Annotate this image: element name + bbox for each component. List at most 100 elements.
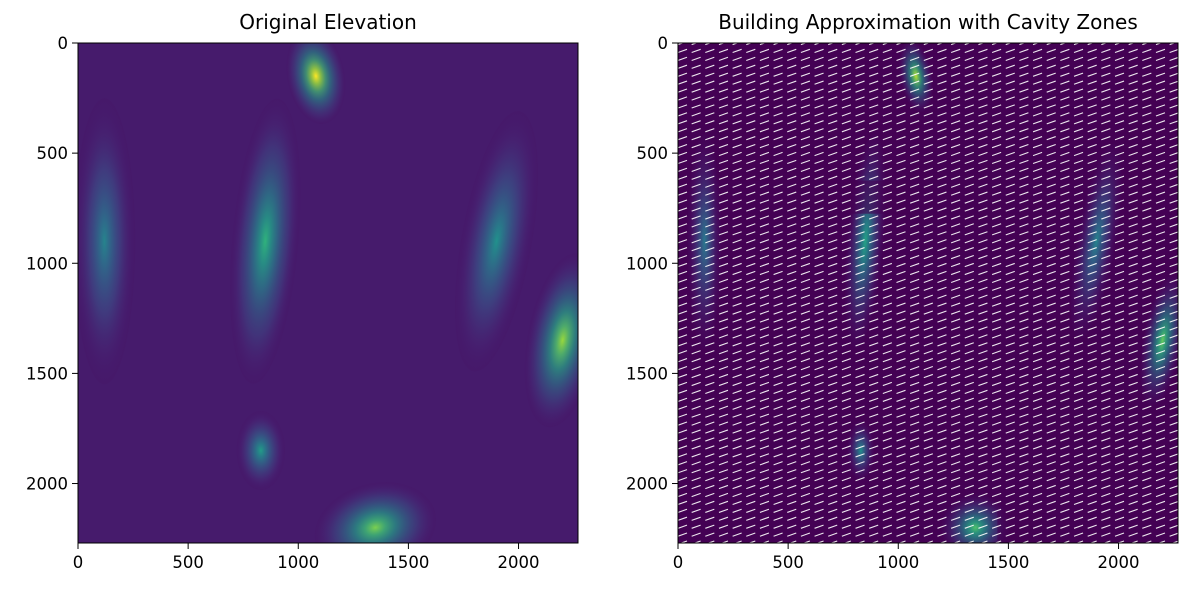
quiver-arrow [882,136,893,141]
quiver-arrow [1073,302,1084,307]
quiver-arrow [1169,183,1178,188]
quiver-arrow [800,183,811,188]
quiver-arrow [978,484,988,490]
quiver-arrow [1060,358,1070,363]
quiver-arrow [828,128,838,133]
quiver-arrow [828,421,838,426]
quiver-arrow [937,207,947,212]
quiver-arrow [1032,342,1043,347]
quiver-arrow [869,136,879,141]
quiver-arrow [1114,120,1125,125]
quiver-arrow [773,532,783,537]
quiver-arrow [1128,43,1135,46]
quiver-arrow [991,484,1002,490]
quiver-arrow [814,199,824,204]
quiver-arrow [950,223,961,228]
quiver-arrow [814,445,824,450]
quiver-arrow [1128,231,1138,236]
quiver-arrow [855,500,865,506]
quiver-arrow [978,500,988,506]
quiver-arrow [882,492,893,498]
quiver-arrow [1142,334,1152,339]
quiver-arrow [991,524,1002,529]
quiver-arrow [1169,437,1178,442]
quiver-arrow [787,96,797,101]
quiver-arrow [678,128,688,133]
quiver-arrow [1114,334,1125,339]
quiver-arrow [773,318,783,323]
quiver-arrow [732,310,742,315]
quiver-arrow [1032,397,1043,402]
quiver-arrow [759,270,770,276]
left-ytick-label: 1500 [26,364,68,383]
quiver-arrow [814,429,824,434]
quiver-arrow [691,421,701,426]
quiver-arrow [964,72,974,77]
quiver-arrow [1142,302,1152,307]
quiver-arrow [964,294,974,299]
quiver-arrow [1073,151,1084,157]
quiver-arrow [1142,381,1152,387]
quiver-arrow [896,373,906,379]
quiver-arrow [869,199,879,204]
quiver-arrow [1114,484,1125,490]
quiver-arrow [800,88,811,93]
quiver-arrow [678,381,688,387]
quiver-arrow [869,492,879,498]
quiver-arrow [923,508,933,513]
quiver-arrow [950,43,958,46]
quiver-arrow [1155,262,1166,268]
quiver-arrow [678,334,688,339]
quiver-arrow [1019,405,1029,410]
quiver-arrow [855,286,865,291]
quiver-arrow [1169,191,1178,196]
quiver-arrow [841,88,852,93]
quiver-arrow [759,318,770,323]
quiver-arrow [869,207,879,212]
quiver-arrow [896,72,906,77]
quiver-arrow [1155,159,1166,165]
quiver-arrow [1032,365,1043,371]
quiver-arrow [991,143,1002,149]
quiver-arrow [691,143,701,149]
quiver-arrow [909,120,920,125]
quiver-arrow [746,492,756,498]
quiver-arrow [773,191,783,196]
quiver-arrow [1142,342,1152,347]
quiver-arrow [732,215,742,220]
quiver-arrow [1073,453,1084,458]
quiver-arrow [691,167,701,172]
quiver-arrow [1060,421,1070,426]
quiver-arrow [1073,397,1084,402]
quiver-arrow [978,429,988,434]
quiver-arrow [855,310,865,315]
quiver-arrow [746,294,756,299]
quiver-arrow [1073,342,1084,347]
quiver-arrow [855,469,865,474]
quiver-arrow [678,310,688,315]
quiver-arrow [828,445,838,450]
quiver-arrow [991,405,1002,410]
quiver-arrow [705,239,715,244]
quiver-arrow [691,453,701,458]
quiver-arrow [787,167,797,172]
quiver-arrow [1169,88,1178,93]
quiver-arrow [1073,429,1084,434]
quiver-arrow [869,421,879,426]
quiver-arrow [855,96,865,101]
quiver-arrow [691,342,701,347]
quiver-arrow [896,421,906,426]
quiver-arrow [909,43,917,46]
quiver-arrow [718,469,729,474]
quiver-arrow [787,239,797,244]
quiver-arrow [923,294,933,299]
quiver-arrow [923,136,933,141]
quiver-arrow [896,389,906,395]
quiver-arrow [991,191,1002,196]
quiver-arrow [869,112,879,117]
quiver-arrow [1046,136,1056,141]
quiver-arrow [705,215,715,220]
quiver-arrow [732,48,742,54]
quiver-arrow [1046,358,1056,363]
quiver-arrow [800,429,811,434]
